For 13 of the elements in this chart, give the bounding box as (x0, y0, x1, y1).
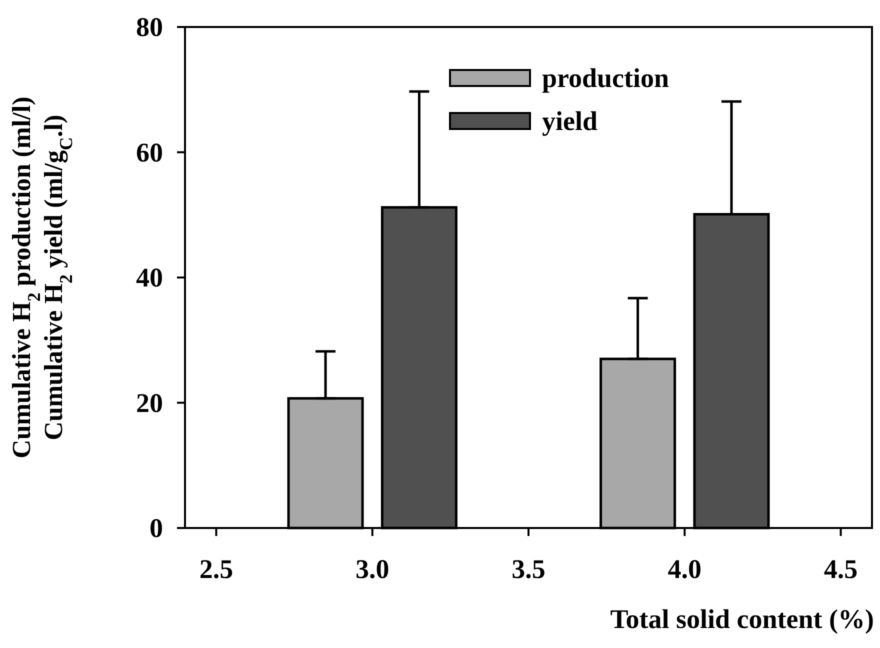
legend-label: yield (542, 106, 598, 136)
x-tick-label: 3.0 (355, 554, 390, 584)
x-tick-label: 2.5 (199, 554, 234, 584)
y-tick-label: 60 (136, 137, 163, 168)
legend-label: production (542, 63, 670, 93)
x-axis-title: Total solid content (%) (610, 604, 874, 634)
x-tick-label: 4.5 (824, 554, 858, 584)
y-tick-label: 80 (136, 12, 163, 42)
x-tick-label: 3.5 (512, 554, 546, 584)
y-tick-label: 0 (150, 513, 163, 543)
y-tick-label: 40 (136, 262, 163, 292)
y-tick-label: 20 (136, 388, 163, 418)
x-tick-label: 4.0 (668, 554, 702, 584)
